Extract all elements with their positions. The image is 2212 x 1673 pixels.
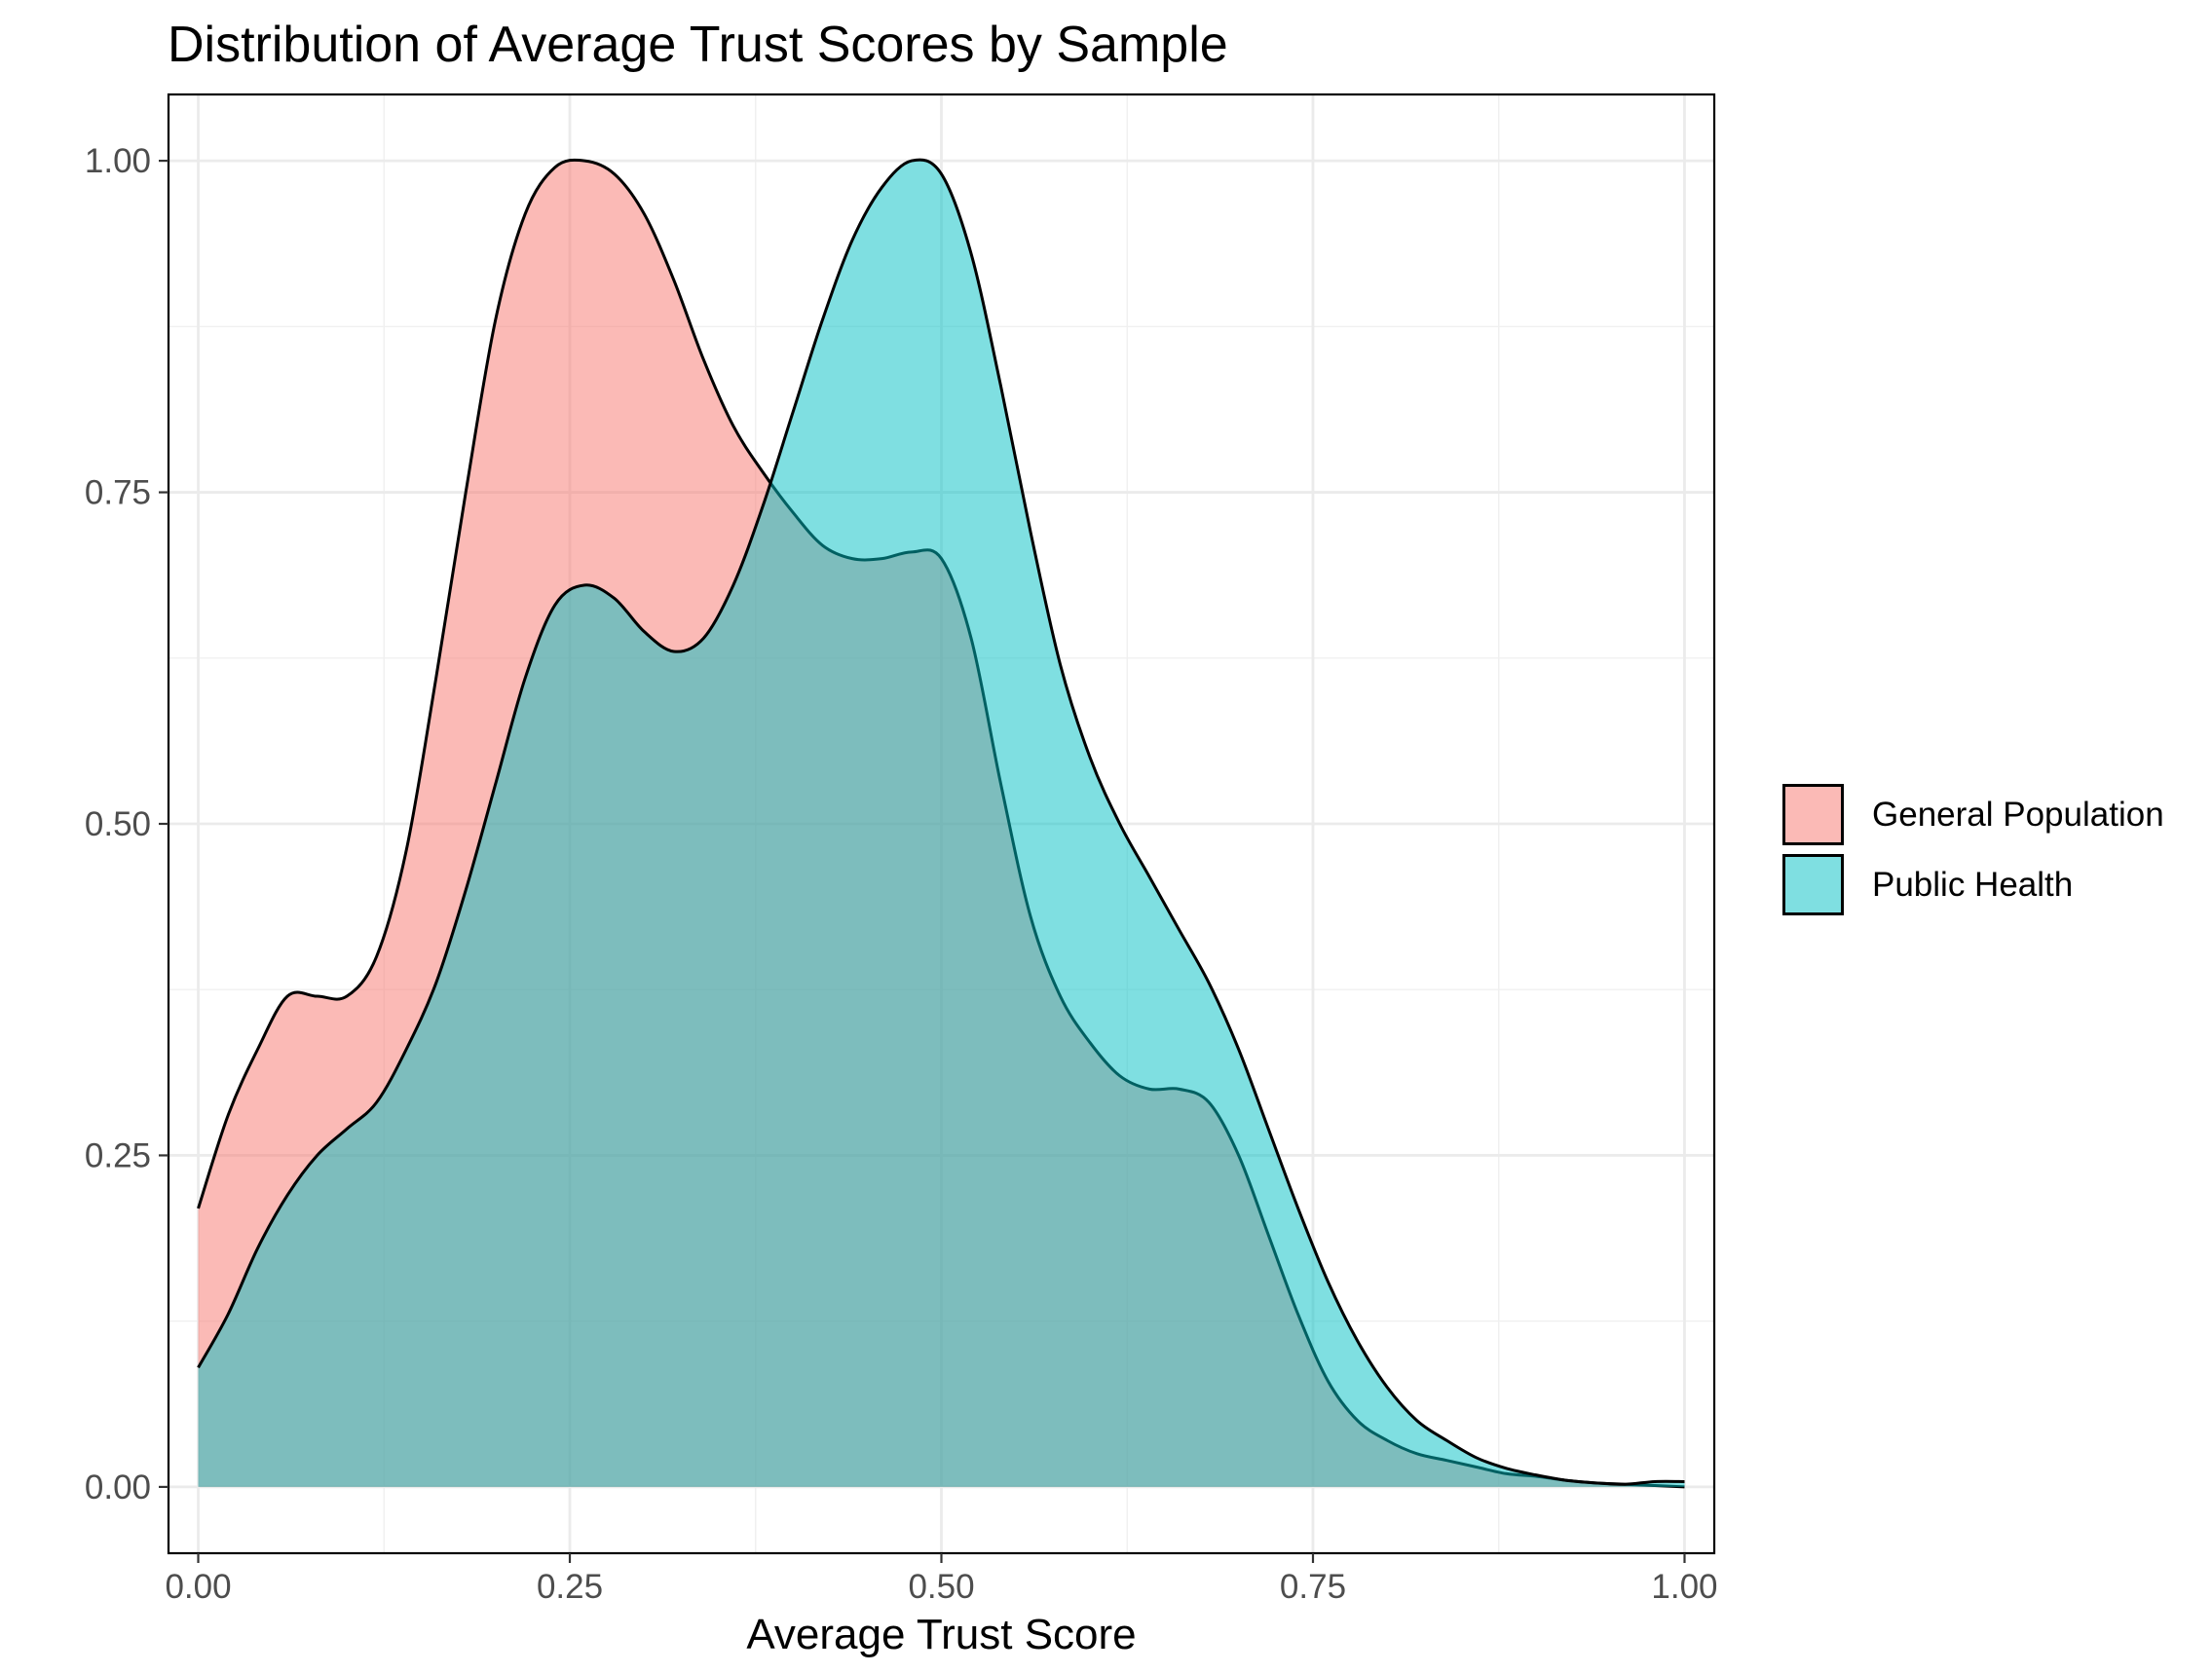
legend-key-general-population: [1782, 784, 1844, 845]
chart-title: Distribution of Average Trust Scores by …: [168, 17, 1228, 73]
x-tick-label: 0.25: [537, 1568, 603, 1606]
x-tick-label: 0.75: [1280, 1568, 1346, 1606]
y-tick-label: 0.25: [85, 1136, 151, 1174]
x-tick-label: 1.00: [1651, 1568, 1717, 1606]
y-tick-label: 0.50: [85, 805, 151, 843]
legend-key-public-health: [1782, 854, 1844, 915]
density-areas: [197, 158, 1685, 1489]
x-axis: 0.00 0.25 0.50 0.75 1.00: [165, 1553, 1718, 1606]
x-tick-label: 0.50: [908, 1568, 974, 1606]
x-tick-label: 0.00: [165, 1568, 231, 1606]
y-axis: 0.00 0.25 0.50 0.75 1.00: [85, 142, 169, 1506]
density-area-public-health: [198, 160, 1685, 1487]
legend-label-public-health: Public Health: [1872, 866, 2074, 904]
density-line-public-health: [197, 158, 1685, 1486]
y-tick-label: 0.75: [85, 474, 151, 512]
x-axis-title: Average Trust Score: [746, 1611, 1137, 1658]
y-tick-label: 1.00: [85, 142, 151, 180]
legend-label-general-population: General Population: [1872, 796, 2164, 834]
y-tick-label: 0.00: [85, 1469, 151, 1506]
